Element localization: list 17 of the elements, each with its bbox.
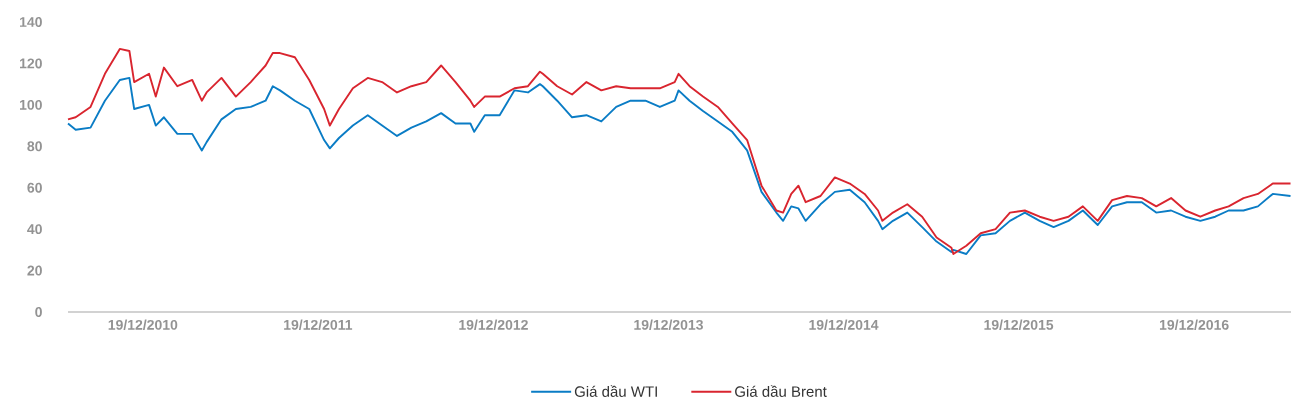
x-tick-label: 19/12/2010: [108, 319, 178, 330]
x-tick-label: 19/12/2013: [634, 319, 703, 330]
y-tick-label: 60: [27, 182, 42, 193]
y-tick-label: 0: [35, 307, 42, 317]
y-tick-label: 80: [27, 141, 42, 152]
x-tick-label: 19/12/2011: [284, 319, 353, 330]
y-tick-label: 120: [20, 58, 42, 69]
y-tick-label: 100: [20, 99, 42, 110]
y-tick-label: 20: [27, 265, 42, 276]
legend-label: Giá dầu Brent: [735, 385, 827, 397]
x-tick-label: 19/12/2016: [1159, 319, 1229, 330]
x-tick-label: 19/12/2012: [459, 319, 528, 330]
y-tick-label: 40: [27, 224, 42, 235]
legend-label: Giá dầu WTI: [574, 385, 657, 397]
x-tick-label: 19/12/2014: [809, 319, 879, 330]
y-tick-label: 140: [20, 17, 42, 27]
x-tick-label: 19/12/2015: [984, 319, 1054, 330]
